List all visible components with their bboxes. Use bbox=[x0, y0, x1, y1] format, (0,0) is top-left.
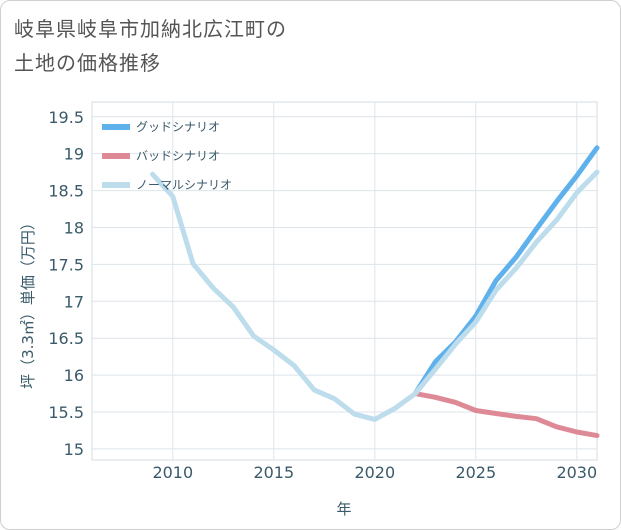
legend-label: バッドシナリオ bbox=[136, 149, 220, 163]
legend-label: グッドシナリオ bbox=[136, 120, 220, 134]
x-tick-label: 2020 bbox=[354, 463, 395, 482]
x-tick-label: 2010 bbox=[152, 463, 193, 482]
y-tick-label: 18.5 bbox=[48, 182, 84, 201]
series-line-2 bbox=[412, 391, 600, 439]
x-tick-labels: 2010 2015 2020 2025 2030 bbox=[152, 463, 597, 482]
y-tick-label: 16.5 bbox=[48, 329, 84, 348]
y-axis-title: 坪（3.3㎡）単価（万円） bbox=[19, 215, 37, 389]
grid-lines bbox=[92, 102, 597, 460]
chart-title-line-1: 岐阜県岐阜市加納北広江町の bbox=[14, 17, 287, 41]
y-tick-label: 17 bbox=[64, 292, 84, 311]
plot-area bbox=[91, 101, 598, 461]
legend-label: ノーマルシナリオ bbox=[136, 178, 232, 192]
series-lines bbox=[150, 145, 600, 439]
chart-title-line-2: 土地の価格推移 bbox=[14, 51, 161, 75]
y-tick-label: 19.5 bbox=[48, 108, 84, 127]
y-tick-label: 18 bbox=[64, 218, 84, 237]
x-tick-label: 2025 bbox=[455, 463, 496, 482]
x-tick-label: 2030 bbox=[556, 463, 597, 482]
x-axis-title: 年 bbox=[336, 500, 351, 518]
y-tick-label: 17.5 bbox=[48, 255, 84, 274]
y-tick-label: 16 bbox=[64, 366, 84, 385]
y-tick-label: 19 bbox=[64, 145, 84, 164]
y-tick-labels: 15 15.5 16 16.5 17 17.5 18 18.5 19 19.5 bbox=[48, 108, 84, 459]
series-line-3 bbox=[150, 169, 600, 422]
series-line-1 bbox=[412, 145, 600, 397]
x-tick-label: 2015 bbox=[253, 463, 294, 482]
y-tick-label: 15.5 bbox=[48, 403, 84, 422]
chart-title: 岐阜県岐阜市加納北広江町の 土地の価格推移 bbox=[14, 12, 574, 80]
y-tick-label: 15 bbox=[64, 440, 84, 459]
